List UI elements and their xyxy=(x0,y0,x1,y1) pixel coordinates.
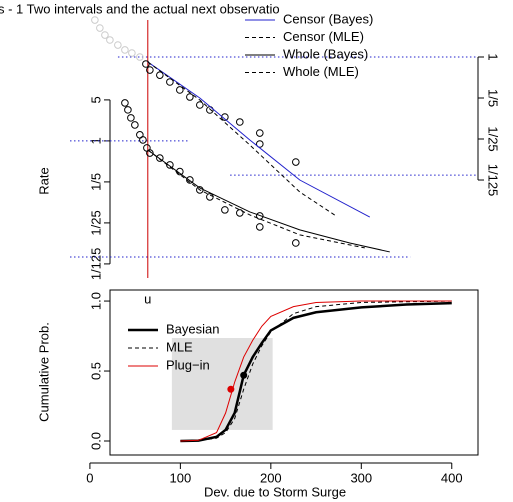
point xyxy=(124,106,132,114)
series-line xyxy=(147,61,336,216)
point xyxy=(292,158,300,166)
series-line xyxy=(180,300,452,442)
y-axis-label: Rate xyxy=(36,167,51,194)
point xyxy=(255,223,264,231)
series-line xyxy=(147,149,390,253)
y-tick-label: 1/5 xyxy=(88,173,103,191)
point xyxy=(156,154,164,162)
point xyxy=(255,129,264,137)
point xyxy=(131,121,139,129)
point xyxy=(166,78,174,86)
point xyxy=(121,99,129,107)
legend-label: Censor (MLE) xyxy=(283,29,364,44)
y-tick-label: 1.0 xyxy=(88,292,103,310)
series-line xyxy=(147,149,365,249)
legend-label: Bayesian xyxy=(166,321,219,336)
point xyxy=(106,36,114,44)
point xyxy=(255,140,264,148)
point xyxy=(96,24,104,32)
point xyxy=(176,86,184,94)
point xyxy=(91,16,99,24)
point xyxy=(114,41,122,49)
x-tick-label: 300 xyxy=(350,470,372,485)
point xyxy=(128,49,136,57)
y-tick-label: 0.0 xyxy=(88,432,103,450)
point xyxy=(236,209,244,217)
series-line xyxy=(180,300,452,442)
point xyxy=(206,106,214,114)
point xyxy=(121,46,129,54)
point xyxy=(146,66,154,74)
y-tick-label: 1/25 xyxy=(88,210,103,235)
plot-frame xyxy=(109,289,479,456)
point xyxy=(206,193,214,201)
y2-tick-label: 1 xyxy=(486,53,501,60)
point xyxy=(156,71,164,79)
chart-title: s - 1 Two intervals and the actual next … xyxy=(0,1,280,16)
point xyxy=(292,239,300,247)
y-tick-label: 1/125 xyxy=(88,248,103,281)
legend-label: MLE xyxy=(166,339,193,354)
y-tick-label: 0.5 xyxy=(88,362,103,380)
legend-label: Whole (Bayes) xyxy=(283,46,368,61)
threshold-label: u xyxy=(144,291,151,306)
y-tick-label: 1 xyxy=(88,137,103,144)
point xyxy=(101,31,109,39)
legend-label: Whole (MLE) xyxy=(283,64,359,79)
y-axis-label: Cumulative Prob. xyxy=(36,322,51,422)
point xyxy=(136,53,144,61)
point xyxy=(221,206,229,214)
point xyxy=(127,114,135,122)
point xyxy=(142,60,150,68)
legend-label: Plug−in xyxy=(166,357,210,372)
series-line xyxy=(180,301,452,443)
point xyxy=(196,101,204,109)
y2-tick-label: 1/5 xyxy=(486,89,501,107)
x-tick-label: 200 xyxy=(260,470,282,485)
y2-tick-label: 1/25 xyxy=(486,126,501,151)
point xyxy=(221,113,229,121)
x-tick-label: 0 xyxy=(86,470,93,485)
point xyxy=(236,118,244,126)
point xyxy=(186,93,194,101)
point xyxy=(146,149,154,157)
x-tick-label: 100 xyxy=(170,470,192,485)
x-axis-label: Dev. due to Storm Surge xyxy=(204,484,346,499)
point xyxy=(255,212,264,220)
y2-tick-label: 1/125 xyxy=(486,164,501,197)
series-line xyxy=(147,61,371,218)
x-tick-label: 400 xyxy=(441,470,463,485)
legend-label: Censor (Bayes) xyxy=(283,11,373,26)
point xyxy=(186,176,194,184)
y-tick-label: 5 xyxy=(88,96,103,103)
point xyxy=(139,136,147,144)
